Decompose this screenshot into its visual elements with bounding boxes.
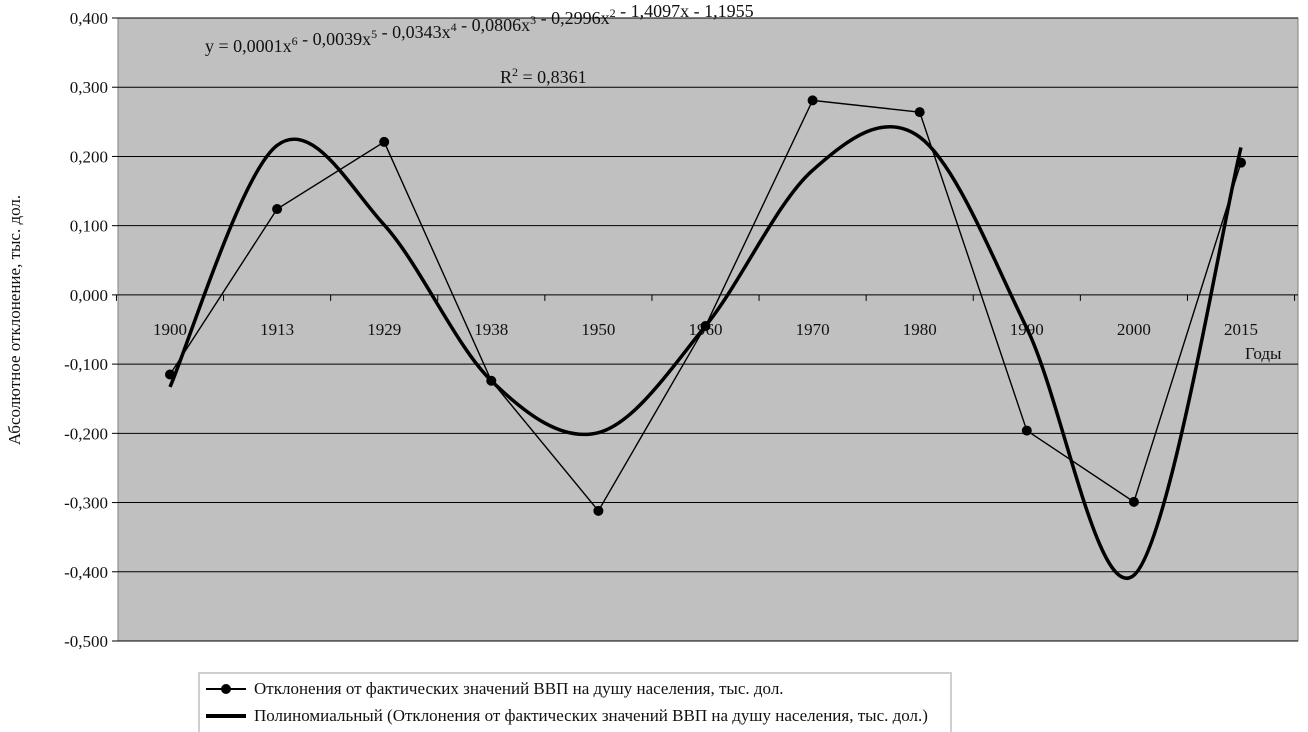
trendline-path	[168, 124, 1243, 580]
r-squared-label: R2 = 0,8361	[500, 65, 587, 87]
equation-term: y = 0,0001x	[205, 36, 292, 56]
r2-symbol: R	[500, 67, 512, 87]
chart-svg: 0,400 0,300 0,200 0,100 0,000 -0,100 -0,200 -0,…	[5, 1, 1299, 651]
legend-label-series: Отклонения от фактических значений ВВП н…	[254, 679, 784, 698]
y-tick-labels: 0,400 0,300 0,200 0,100 0,000 -0,100 -0,200 -0,…	[64, 9, 108, 651]
y-axis-label: Абсолютное отклонение, тыс. дол.	[5, 195, 24, 445]
x-tick-label: 1929	[367, 320, 401, 339]
y-tick-label: -0,300	[64, 494, 108, 513]
x-tick-label: 1938	[474, 320, 508, 339]
y-tick-label: 0,400	[70, 9, 108, 28]
equation-exponent: 6	[292, 34, 298, 48]
data-point	[165, 369, 175, 380]
x-tick-label: 2015	[1224, 320, 1258, 339]
data-point	[486, 375, 497, 386]
r2-exponent: 2	[512, 65, 518, 79]
trendline-group	[168, 124, 1243, 580]
equation-exponent: 3	[530, 13, 536, 27]
legend-thick-line-icon	[206, 706, 246, 726]
x-tick-label: 1913	[260, 320, 294, 339]
equation-term: - 0,0343x	[377, 22, 451, 42]
trendline-equation: y = 0,0001x6 - 0,0039x5 - 0,0343x4 - 0,0…	[205, 1, 754, 56]
y-tick-label: -0,500	[64, 632, 108, 651]
y-tick-label: 0,300	[70, 78, 108, 97]
x-tick-label: 1980	[903, 320, 937, 339]
grid-lines	[112, 17, 1298, 642]
equation-exponent: 5	[371, 27, 377, 41]
y-tick-label: -0,200	[64, 424, 108, 443]
legend: Отклонения от фактических значений ВВП н…	[198, 672, 952, 732]
y-tick-label: 0,100	[70, 217, 108, 236]
y-tick-label: 0,000	[70, 286, 108, 305]
x-tick-label: 1900	[153, 320, 187, 339]
y-tick-label: -0,400	[64, 563, 108, 582]
data-point	[1021, 425, 1032, 436]
data-point	[272, 204, 283, 215]
legend-marker-line-icon	[206, 679, 246, 699]
r2-value: = 0,8361	[518, 67, 587, 87]
data-point	[379, 136, 390, 147]
data-point	[593, 505, 604, 516]
equation-term: - 1,4097x - 1,1955	[616, 1, 754, 21]
data-point	[914, 107, 925, 118]
x-axis-label: Годы	[1245, 344, 1282, 363]
x-tick-label: 1970	[796, 320, 830, 339]
equation-term: - 0,0806x	[457, 15, 531, 35]
legend-item-trendline: Полиномиальный (Отклонения от фактически…	[206, 704, 928, 728]
data-point	[700, 321, 711, 332]
equation-exponent: 4	[451, 20, 457, 34]
series-group	[165, 95, 1246, 516]
data-point	[1236, 157, 1246, 168]
legend-label-trendline: Полиномиальный (Отклонения от фактически…	[254, 706, 928, 725]
equation-exponent: 2	[610, 6, 616, 20]
y-tick-label: -0,100	[64, 355, 108, 374]
x-tick-label: 2000	[1117, 320, 1151, 339]
legend-item-series: Отклонения от фактических значений ВВП н…	[206, 677, 784, 701]
data-point	[807, 95, 818, 106]
data-point	[1128, 496, 1139, 507]
equation-term: - 0,2996x	[536, 8, 610, 28]
y-tick-label: 0,200	[70, 147, 108, 166]
equation-term: - 0,0039x	[298, 29, 372, 49]
x-tick-label: 1950	[581, 320, 615, 339]
